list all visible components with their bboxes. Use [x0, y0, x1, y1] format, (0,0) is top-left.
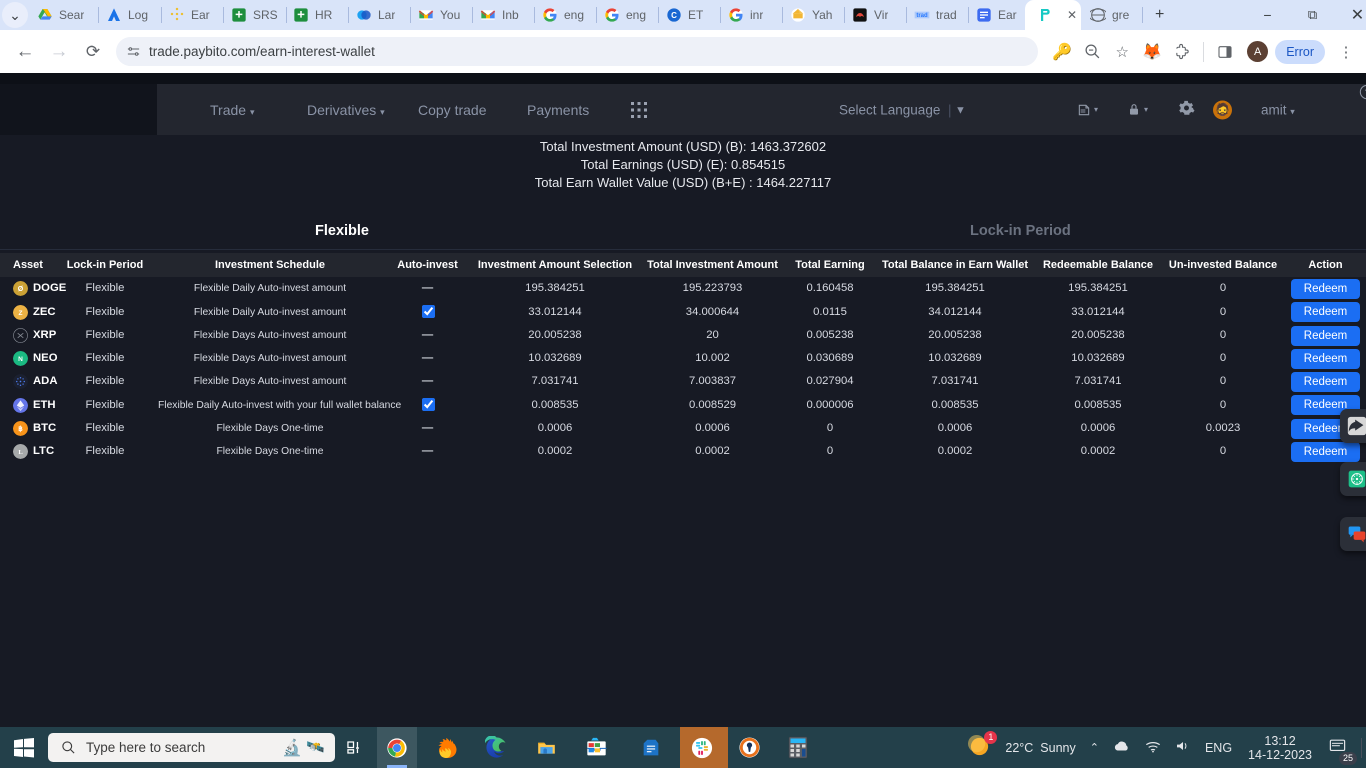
- svg-text:C: C: [671, 11, 677, 20]
- svg-text:N: N: [18, 356, 23, 363]
- svg-text:Ø: Ø: [18, 286, 24, 293]
- svg-text:trad: trad: [916, 13, 928, 19]
- svg-text:฿: ฿: [18, 425, 23, 433]
- svg-text:Z: Z: [19, 309, 23, 316]
- svg-text:L: L: [18, 449, 23, 456]
